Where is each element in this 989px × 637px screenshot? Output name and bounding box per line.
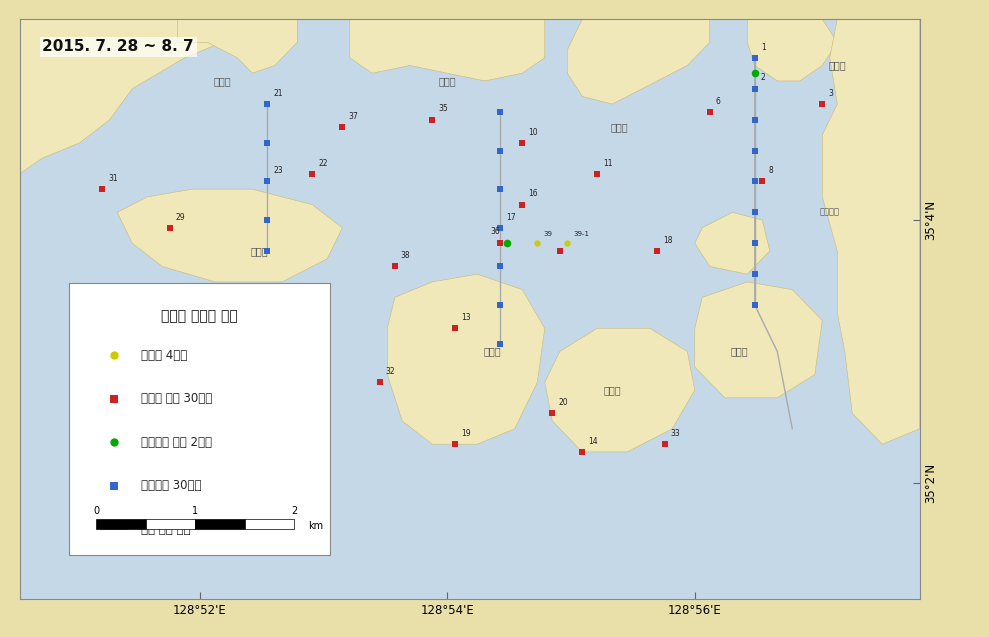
Bar bbox=[245, 519, 295, 529]
Text: 35: 35 bbox=[438, 104, 448, 113]
FancyBboxPatch shape bbox=[69, 283, 330, 555]
Text: 6: 6 bbox=[716, 97, 721, 106]
Polygon shape bbox=[388, 274, 545, 444]
Polygon shape bbox=[568, 19, 710, 104]
Text: 18: 18 bbox=[664, 236, 673, 245]
Text: 17: 17 bbox=[505, 213, 515, 222]
Text: 31: 31 bbox=[108, 174, 118, 183]
Text: 역지동: 역지동 bbox=[438, 76, 456, 86]
Text: 퇴적물판 30정점: 퇴적물판 30정점 bbox=[141, 479, 202, 492]
Bar bbox=[145, 519, 195, 529]
Text: 미수행 4정점: 미수행 4정점 bbox=[141, 349, 188, 362]
Polygon shape bbox=[20, 19, 223, 174]
Polygon shape bbox=[545, 328, 694, 452]
Text: 백합동: 백합동 bbox=[731, 347, 749, 357]
Text: 8: 8 bbox=[768, 166, 773, 175]
Text: 21: 21 bbox=[273, 89, 283, 98]
Text: 엑규리동: 엑규리동 bbox=[820, 208, 840, 217]
Text: 2: 2 bbox=[761, 73, 765, 82]
Text: 1: 1 bbox=[761, 43, 765, 52]
Text: 14: 14 bbox=[588, 437, 598, 446]
Text: 22: 22 bbox=[318, 159, 327, 168]
Text: 0: 0 bbox=[93, 506, 99, 516]
Text: 32: 32 bbox=[386, 367, 396, 376]
Bar bbox=[96, 519, 145, 529]
Text: 을숙도: 을숙도 bbox=[829, 61, 846, 71]
Text: 37: 37 bbox=[348, 112, 358, 121]
Polygon shape bbox=[748, 19, 838, 81]
Text: 13: 13 bbox=[461, 313, 471, 322]
Polygon shape bbox=[694, 282, 822, 398]
Text: 36: 36 bbox=[490, 227, 499, 236]
Bar bbox=[195, 519, 245, 529]
Text: 2: 2 bbox=[291, 506, 298, 516]
Text: 대연동: 대연동 bbox=[611, 122, 629, 132]
Text: 산호동: 산호동 bbox=[214, 76, 231, 86]
Text: 25: 25 bbox=[116, 432, 125, 438]
Text: 3: 3 bbox=[828, 89, 833, 98]
Text: 10: 10 bbox=[528, 127, 538, 136]
Text: km: km bbox=[308, 521, 322, 531]
Text: 소환경 조사 30정점: 소환경 조사 30정점 bbox=[141, 392, 213, 405]
Polygon shape bbox=[694, 212, 769, 274]
Text: 11: 11 bbox=[603, 159, 613, 168]
Text: 지우도: 지우도 bbox=[251, 246, 269, 256]
Text: 낙동강 소환경 분류: 낙동강 소환경 분류 bbox=[161, 309, 238, 323]
Text: 19: 19 bbox=[461, 429, 471, 438]
Text: 38: 38 bbox=[401, 251, 410, 261]
Text: 16: 16 bbox=[528, 189, 538, 198]
Text: 1: 1 bbox=[192, 506, 199, 516]
Polygon shape bbox=[118, 189, 342, 282]
Text: 29: 29 bbox=[176, 213, 185, 222]
Polygon shape bbox=[822, 19, 920, 444]
Text: 23: 23 bbox=[273, 166, 283, 175]
Text: 39-1: 39-1 bbox=[574, 231, 589, 237]
Text: 39: 39 bbox=[543, 231, 552, 237]
Text: 20: 20 bbox=[558, 398, 568, 407]
Text: 2015. 7. 28 ~ 8. 7: 2015. 7. 28 ~ 8. 7 bbox=[43, 39, 194, 54]
Text: 33: 33 bbox=[671, 429, 680, 438]
Text: 바이브로 코어 2정점: 바이브로 코어 2정점 bbox=[141, 436, 213, 449]
Text: 기존 조사 측선: 기존 조사 측선 bbox=[141, 523, 191, 536]
Polygon shape bbox=[177, 19, 298, 73]
Polygon shape bbox=[350, 19, 545, 81]
Text: 26: 26 bbox=[235, 494, 244, 500]
Text: 신자도: 신자도 bbox=[484, 347, 501, 357]
Text: 정자도: 정자도 bbox=[603, 385, 621, 395]
